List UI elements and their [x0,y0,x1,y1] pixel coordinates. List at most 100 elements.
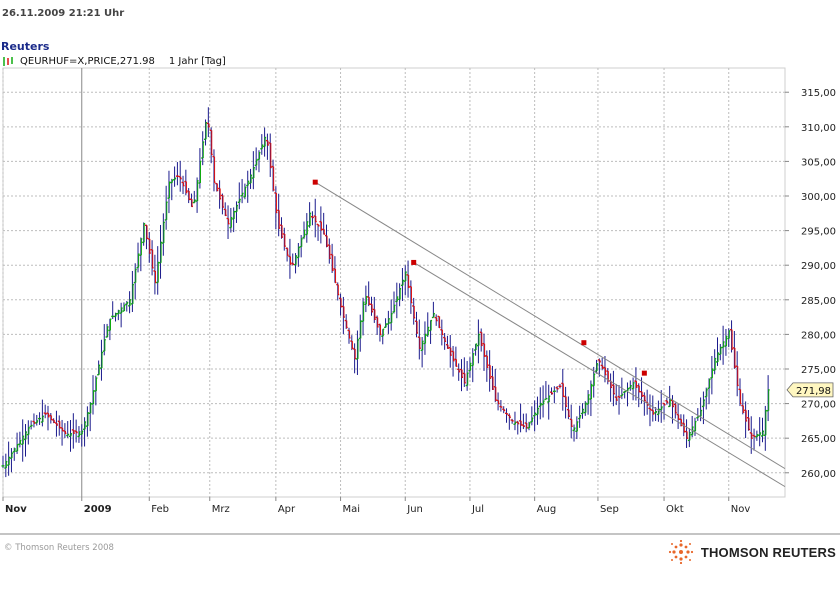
ohlc-bar [550,387,554,395]
trend-marker [581,340,587,346]
ohlc-bar [60,419,64,446]
x-axis: Nov 2009 Feb Mrz Apr Mai Jun Jul Aug Sep Okt Nov [0,497,840,535]
legend-period: 1 Jahr [Tag] [168,56,226,67]
y-tick-label: 290,00 [801,261,836,272]
ohlc-bar [178,160,182,192]
ohlc-bar [423,321,427,355]
ohlc-bar [485,350,489,382]
ohlc-bar [324,224,328,248]
ohlc-bar [232,207,236,233]
ohlc-bar [420,336,424,368]
ohlc-bar [94,375,98,406]
ohlc-bar [580,403,584,419]
ohlc-bar [727,328,731,348]
ohlc-bar [592,366,596,398]
ohlc-bar [156,246,160,295]
ohlc-bar [52,418,56,424]
ohlc-bar [465,361,469,391]
plot-frame [2,67,786,498]
ohlc-bar [288,238,292,279]
ohlc-bar [40,399,44,427]
ohlc-bar [710,355,714,395]
ohlc-bar [32,413,36,428]
ohlc-bar [218,180,222,209]
ohlc-bar [445,335,449,349]
ohlc-bar [398,283,402,307]
ohlc-bar [510,418,514,424]
ohlc-bar [665,397,669,405]
ohlc-bar [83,417,87,447]
ohlc-bar [302,221,306,240]
ohlc-bar [330,243,334,273]
ohlc-bar [29,420,33,430]
ohlc-bar [254,147,258,171]
ohlc-bar [496,392,500,411]
ohlc-bar [198,148,202,189]
ohlc-bar [375,315,379,336]
last-price-box [786,382,834,398]
ohlc-bar [572,424,576,442]
ohlc-bar [97,360,101,376]
price-chart: 260,00 265,00 270,00 275,00 280,00 285,00 290,… [0,67,840,535]
ohlc-bar [170,178,174,201]
ohlc-bar [499,400,503,412]
ohlc-bar [277,193,281,237]
ohlc-bar [344,314,348,329]
ohlc-bar [111,301,115,320]
ohlc-bar [125,301,129,312]
y-axis: 260,00 265,00 270,00 275,00 280,00 285,00 290,… [785,88,836,480]
ohlc-bar [569,404,573,439]
ohlc-bar [417,319,421,360]
ohlc-bar [519,403,523,433]
x-tick-label: Okt [666,504,684,515]
ohlc-bar [240,178,244,204]
ohlc-bar [322,212,326,235]
ohlc-bar [133,263,137,300]
ohlc-bar [381,328,385,345]
trend-marker [641,370,647,376]
ohlc-bar [234,201,238,223]
chart-grid [2,67,786,498]
ohlc-bar [403,265,407,296]
ohlc-bar [505,408,509,423]
ohlc-bar [361,297,365,336]
ohlc-bar [139,237,143,272]
ohlc-bar [558,383,562,389]
ohlc-bar [38,412,42,425]
ohlc-bar [305,213,309,243]
ohlc-bar [195,177,199,213]
ohlc-bar [648,394,652,427]
ohlc-bar [524,413,528,433]
last-price-tag: 271,98 [786,382,834,398]
ohlc-bar [493,368,497,403]
ohlc-bar [243,183,247,200]
ohlc-bar [364,285,368,313]
ohlc-bar [85,406,89,437]
x-tick-label: Mrz [212,504,230,515]
ohlc-bar [358,314,362,352]
ohlc-bar [299,234,303,258]
ohlc-bar [685,419,689,448]
ohlc-bar [564,386,568,419]
ohlc-bar [102,324,106,356]
ohlc-bar [336,282,340,301]
ohlc-bar [7,441,11,476]
ohlc-bar [656,400,660,422]
ohlc-bar [260,134,264,155]
ohlc-bar [229,207,233,233]
ohlc-bar [26,420,30,445]
ohlc-bar [597,358,601,377]
ohlc-bar [18,431,22,448]
ohlc-bar [617,385,621,415]
ohlc-bar [310,211,314,226]
ohlc-bar [460,359,464,392]
ohlc-bar [429,319,433,344]
ohlc-bar [600,357,604,371]
ohlc-bar [69,419,73,452]
ohlc-bar [586,390,590,415]
ohlc-bar [502,406,506,414]
x-tick-label: Feb [151,504,169,515]
ohlc-bar [153,254,157,295]
ohlc-bar [339,293,343,316]
ohlc-bar [668,385,672,408]
